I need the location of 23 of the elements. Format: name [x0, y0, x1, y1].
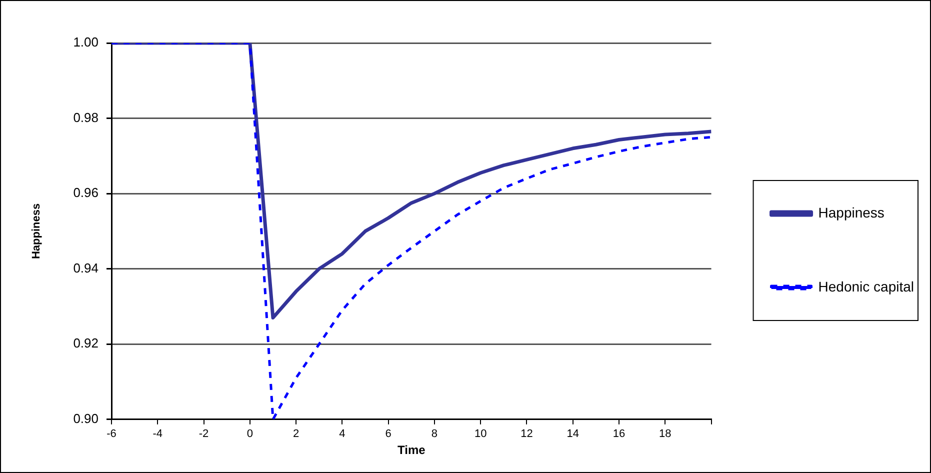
x-tick-label: 8	[431, 428, 438, 440]
x-axis-title: Time	[397, 443, 426, 458]
x-tick-label: 14	[566, 428, 579, 440]
x-tick-label: -2	[198, 428, 209, 440]
y-tick-label: 0.96	[73, 185, 98, 200]
x-tick-label: 6	[385, 428, 392, 440]
x-tick-label: 12	[520, 428, 533, 440]
y-tick-label: 1.00	[73, 34, 98, 50]
y-axis-title: Happiness	[30, 203, 43, 260]
x-tick-label: 2	[292, 428, 300, 440]
legend-label: Happiness	[818, 204, 884, 220]
y-tick-label: 0.94	[73, 260, 98, 276]
x-tick-label: 0	[246, 428, 253, 440]
x-tick-label: -4	[152, 428, 163, 440]
y-tick-label: 0.90	[73, 410, 98, 426]
legend-label: Hedonic capital	[818, 278, 914, 294]
x-tick-label: 18	[659, 428, 672, 440]
x-tick-label: -6	[106, 428, 116, 440]
x-tick-label: 10	[474, 428, 487, 440]
y-tick-label: 0.92	[73, 336, 98, 351]
y-tick-label: 0.98	[73, 110, 98, 125]
x-tick-label: 4	[339, 428, 346, 440]
x-tick-label: 16	[612, 428, 626, 440]
